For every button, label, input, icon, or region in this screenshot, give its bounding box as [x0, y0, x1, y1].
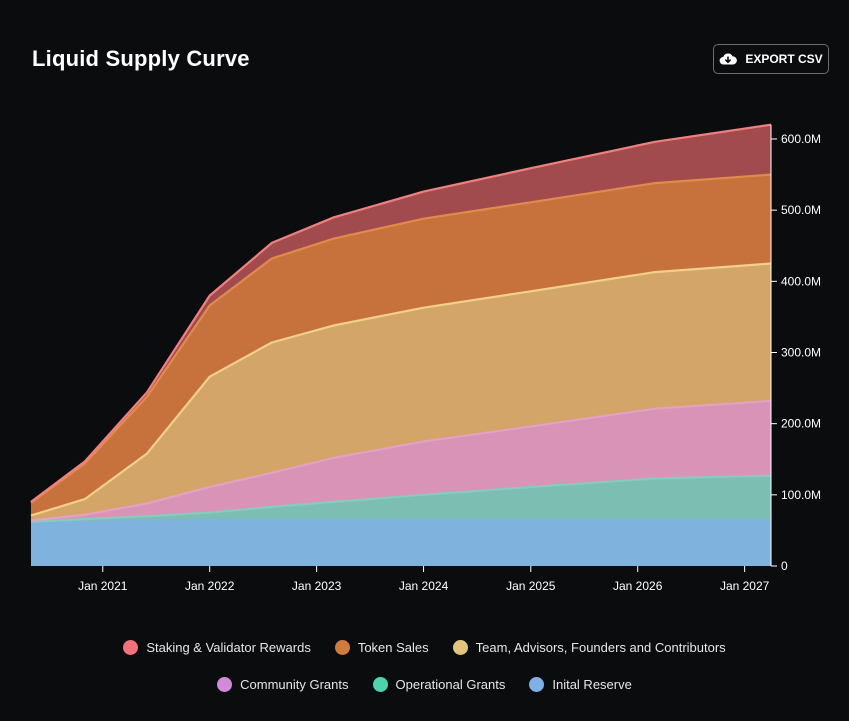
legend-swatch	[452, 640, 468, 655]
y-tick-label: 500.0M	[781, 203, 821, 217]
x-axis: Jan 2021 Jan 2022 Jan 2023 Jan 2024 Jan 2025…	[78, 566, 770, 593]
legend-swatch	[372, 677, 388, 692]
y-tick-label: 200.0M	[781, 417, 821, 431]
y-tick-label: 300.0M	[781, 345, 821, 359]
legend-label: Token Sales	[357, 640, 429, 655]
legend-label: Community Grants	[240, 677, 349, 692]
area-operational-grants	[31, 475, 771, 524]
legend-item-staking-validator-rewards[interactable]: Staking & Validator Rewards	[123, 640, 311, 655]
legend-item-team-advisors-founders-and-contributors[interactable]: Team, Advisors, Founders and Contributor…	[452, 640, 726, 655]
x-tick-label: Jan 2027	[720, 579, 770, 593]
area-inital-reserve	[31, 519, 771, 566]
line-operational-grants	[30, 474, 772, 523]
x-tick-label: Jan 2025	[506, 579, 556, 593]
legend-row-2: Community Grants Operational Grants Inital…	[0, 677, 849, 692]
legend-label: Operational Grants	[395, 677, 506, 692]
legend-label: Staking & Validator Rewards	[146, 640, 311, 655]
area-series-group	[31, 124, 771, 566]
x-tick-label: Jan 2026	[613, 579, 663, 593]
line-inital-reserve	[30, 518, 771, 525]
x-tick-label: Jan 2023	[292, 579, 342, 593]
area-community-grants	[31, 400, 771, 522]
y-tick-label: 400.0M	[781, 274, 821, 288]
cloud-download-icon	[719, 52, 738, 66]
x-tick-label: Jan 2021	[78, 579, 128, 593]
legend-row-1: Staking & Validator Rewards Token Sales Te…	[0, 640, 849, 655]
liquid-supply-chart: Jan 2021 Jan 2022 Jan 2023 Jan 2024 Jan 2025…	[30, 123, 821, 593]
legend-item-inital-reserve[interactable]: Inital Reserve	[529, 677, 632, 692]
area-team-advisors-founders-and-contributors	[31, 263, 771, 521]
y-tick-label: 100.0M	[781, 488, 821, 502]
legend-label: Team, Advisors, Founders and Contributor…	[475, 640, 726, 655]
page-title: Liquid Supply Curve	[32, 46, 250, 71]
legend-swatch	[334, 640, 350, 655]
line-token-sales	[30, 173, 772, 504]
legend-label: Inital Reserve	[552, 677, 632, 692]
legend-swatch	[217, 677, 233, 692]
y-tick-label: 0	[781, 559, 788, 573]
legend-item-token-sales[interactable]: Token Sales	[334, 640, 429, 655]
y-tick-label: 600.0M	[781, 132, 821, 146]
export-csv-label: EXPORT CSV	[745, 52, 823, 66]
series-line-group	[30, 123, 772, 525]
area-token-sales	[31, 174, 771, 516]
area-staking-validator-rewards	[31, 124, 771, 503]
x-tick-label: Jan 2024	[399, 579, 449, 593]
legend-swatch	[123, 640, 139, 655]
x-tick-label: Jan 2022	[185, 579, 235, 593]
legend-item-community-grants[interactable]: Community Grants	[217, 677, 349, 692]
legend-swatch	[529, 677, 545, 692]
y-axis: 0 100.0M 200.0M 300.0M 400.0M 500.0M 600.0M	[770, 124, 821, 573]
line-staking-validator-rewards	[30, 123, 772, 503]
line-team-advisors-founders-and-contributors	[30, 262, 772, 517]
export-csv-button[interactable]: EXPORT CSV	[713, 44, 829, 74]
line-community-grants	[30, 399, 772, 522]
legend-item-operational-grants[interactable]: Operational Grants	[372, 677, 506, 692]
